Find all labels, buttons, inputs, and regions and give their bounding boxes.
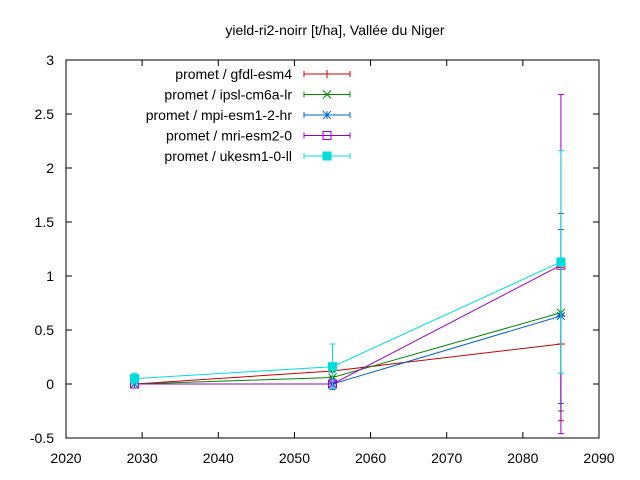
x-tick-label: 2090 <box>583 450 614 466</box>
y-tick-label: 1.5 <box>35 214 55 230</box>
x-tick-label: 2050 <box>279 450 310 466</box>
legend-item-4: promet / ukesm1-0-ll <box>164 148 351 164</box>
x-tick-label: 2070 <box>431 450 462 466</box>
data-point <box>130 374 140 384</box>
y-tick-label: 2.5 <box>35 106 55 122</box>
y-tick-label: 0.5 <box>35 322 55 338</box>
x-tick-label: 2040 <box>203 450 234 466</box>
series-line <box>134 264 562 385</box>
legend-marker-stroke <box>322 110 332 120</box>
legend-label: promet / mri-esm2-0 <box>166 128 292 144</box>
x-tick-label: 2020 <box>50 450 81 466</box>
data-point <box>328 362 337 372</box>
axes: 2020 2030 2040 2050 2060 2070 2080 2090 -0.5 0 0.5… <box>30 52 615 466</box>
x-tick-label: 2060 <box>355 450 386 466</box>
legend-label: promet / gfdl-esm4 <box>175 66 292 82</box>
series-2 <box>130 229 566 404</box>
plot-frame <box>65 59 600 439</box>
legend-marker-shape <box>322 131 332 140</box>
series-line <box>134 312 562 385</box>
y-tick-label: 2 <box>46 160 54 176</box>
legend-item-0: promet / gfdl-esm4 <box>175 66 351 82</box>
series-3 <box>130 94 566 435</box>
series-line <box>134 343 561 385</box>
legend-item-3: promet / mri-esm2-0 <box>166 128 351 144</box>
legend-item-2: promet / mpi-esm1-2-hr <box>146 107 351 123</box>
series-line <box>134 261 562 380</box>
x-tick-label: 2030 <box>127 450 158 466</box>
series-4 <box>130 150 566 389</box>
legend-marker <box>322 131 332 140</box>
series-layer <box>130 94 566 435</box>
x-tick-label: 2080 <box>507 450 538 466</box>
legend-marker <box>322 90 332 99</box>
legend-label: promet / mpi-esm1-2-hr <box>146 107 293 123</box>
legend-marker-stroke <box>322 90 332 99</box>
series-1 <box>130 212 566 412</box>
series-line <box>134 315 562 385</box>
legend-item-1: promet / ipsl-cm6a-lr <box>164 87 351 103</box>
legend: promet / gfdl-esm4 promet / ipsl-cm6a-lr p… <box>146 66 351 164</box>
y-tick-label: 0 <box>46 376 54 392</box>
data-point <box>556 257 566 267</box>
legend-marker-shape <box>322 151 332 161</box>
legend-marker <box>323 70 331 78</box>
chart-title: yield-ri2-noirr [t/ha], Vallée du Niger <box>225 22 445 38</box>
data-point-shape <box>328 362 337 372</box>
legend-label: promet / ipsl-cm6a-lr <box>164 87 292 103</box>
data-point-shape <box>130 374 140 384</box>
y-tick-label: -0.5 <box>30 430 54 446</box>
data-point-shape <box>556 257 566 267</box>
y-tick-label: 3 <box>46 52 54 68</box>
legend-marker <box>322 110 332 120</box>
legend-label: promet / ukesm1-0-ll <box>164 148 292 164</box>
y-tick-label: 1 <box>46 268 54 284</box>
legend-marker <box>322 151 332 161</box>
